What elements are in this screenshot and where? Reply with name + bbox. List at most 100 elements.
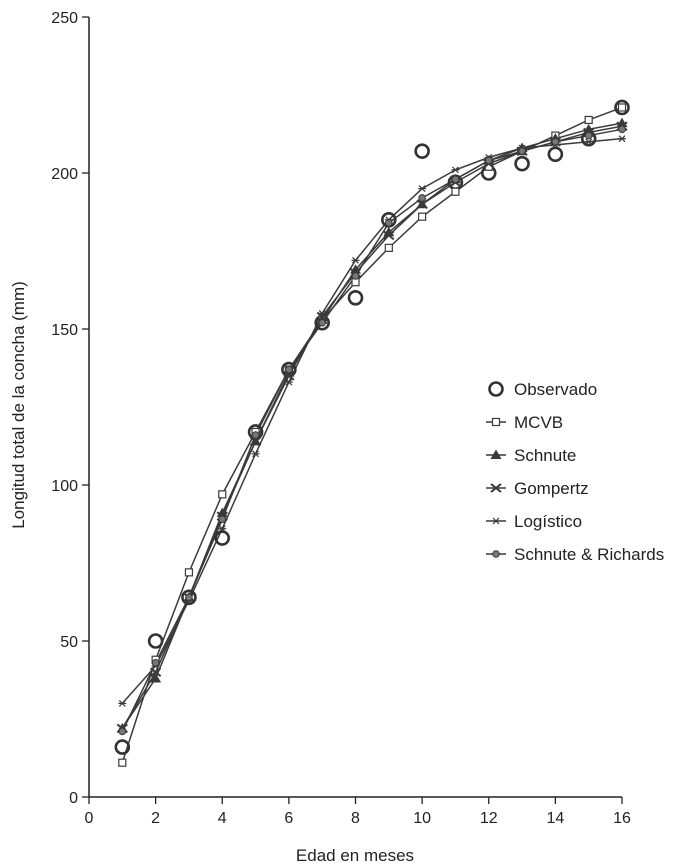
data-point-schnute bbox=[150, 672, 162, 683]
legend-label: Schnute & Richards bbox=[514, 545, 664, 564]
x-marker-stroke bbox=[490, 483, 502, 493]
data-point-schnute-richards bbox=[385, 219, 393, 227]
data-point-logistico bbox=[584, 138, 593, 146]
asterisk-stroke bbox=[285, 378, 293, 386]
data-point-schnute-richards bbox=[351, 272, 360, 280]
legend-label: Logístico bbox=[514, 512, 582, 531]
asterisk-stroke bbox=[618, 135, 626, 143]
data-point-observado bbox=[214, 530, 231, 546]
x-marker-stroke bbox=[249, 436, 262, 447]
y-tick-label: 150 bbox=[51, 322, 78, 339]
data-point-observado bbox=[147, 633, 164, 649]
data-point-schnute-richards bbox=[185, 593, 193, 602]
legend-swatch-marker bbox=[491, 417, 501, 427]
legend-swatch-marker bbox=[488, 381, 504, 397]
series-points-mcvb bbox=[118, 103, 627, 767]
legend-swatch-marker bbox=[492, 517, 500, 525]
data-point-logistico bbox=[418, 185, 427, 193]
data-point-schnute-richards bbox=[418, 194, 426, 202]
asterisk-stroke bbox=[492, 517, 500, 525]
data-point-mcvb bbox=[584, 115, 593, 125]
data-point-gompertz bbox=[416, 199, 428, 209]
legend-label: Schnute bbox=[514, 446, 576, 465]
legend-label: Gompertz bbox=[514, 479, 589, 498]
data-point-observado bbox=[114, 739, 131, 755]
legend: Observado MCVB Schnute Gompertz Logístico Sch… bbox=[486, 380, 664, 564]
data-point-logistico bbox=[118, 699, 127, 707]
data-point-schnute-richards bbox=[551, 138, 560, 146]
data-point-schnute-richards bbox=[451, 175, 460, 184]
x-tick-label: 0 bbox=[85, 810, 94, 827]
x-marker-stroke bbox=[150, 667, 162, 677]
x-tick-label: 14 bbox=[546, 810, 564, 827]
y-tick-label: 50 bbox=[60, 634, 78, 651]
data-point-mcvb bbox=[184, 568, 194, 577]
y-tick-label: 0 bbox=[69, 790, 78, 807]
data-point-logistico bbox=[284, 378, 293, 386]
series-line-schnute-richards bbox=[121, 128, 623, 732]
x-marker-stroke bbox=[283, 371, 295, 381]
legend-item-schnute: Schnute bbox=[486, 446, 576, 465]
data-point-logistico bbox=[318, 309, 327, 317]
data-point-observado bbox=[514, 155, 530, 172]
data-point-mcvb bbox=[218, 490, 227, 499]
series-points-schnute-richards bbox=[118, 125, 626, 736]
data-point-schnute-richards bbox=[151, 659, 160, 667]
asterisk-stroke bbox=[352, 256, 359, 264]
x-tick-label: 6 bbox=[284, 810, 293, 827]
data-point-mcvb bbox=[617, 103, 627, 112]
x-tick-label: 10 bbox=[413, 810, 431, 827]
data-point-observado bbox=[181, 589, 197, 606]
data-point-logistico bbox=[451, 166, 460, 174]
data-point-logistico bbox=[218, 525, 227, 533]
x-ticks: 0 2 4 6 8 10 12 14 16 bbox=[85, 797, 631, 827]
x-tick-label: 12 bbox=[480, 810, 498, 827]
legend-swatch-marker bbox=[490, 483, 502, 493]
data-point-logistico bbox=[251, 450, 260, 458]
data-point-schnute-richards bbox=[484, 156, 493, 165]
x-axis-title: Edad en meses bbox=[296, 846, 414, 865]
data-point-logistico bbox=[618, 135, 626, 143]
data-point-gompertz bbox=[249, 436, 262, 447]
asterisk-stroke bbox=[318, 309, 326, 317]
asterisk-stroke bbox=[418, 185, 426, 193]
x-tick-label: 4 bbox=[218, 810, 227, 827]
data-point-observado bbox=[547, 146, 564, 163]
legend-label: MCVB bbox=[514, 413, 563, 432]
asterisk-stroke bbox=[118, 699, 126, 707]
x-tick-label: 8 bbox=[351, 810, 360, 827]
data-point-schnute-richards bbox=[584, 131, 593, 140]
legend-item-schnute-richards: Schnute & Richards bbox=[486, 545, 664, 564]
data-point-mcvb bbox=[384, 243, 393, 252]
x-marker-stroke bbox=[383, 230, 395, 241]
data-point-observado bbox=[614, 99, 630, 116]
legend-swatch-marker bbox=[492, 550, 500, 558]
x-marker-stroke bbox=[416, 199, 428, 209]
legend-item-mcvb: MCVB bbox=[486, 413, 563, 432]
y-tick-label: 200 bbox=[51, 166, 78, 183]
legend-item-gompertz: Gompertz bbox=[486, 479, 589, 498]
data-point-schnute-richards bbox=[118, 727, 127, 736]
legend-swatch-marker bbox=[490, 449, 502, 459]
data-point-schnute-richards bbox=[518, 147, 526, 155]
data-point-mcvb bbox=[118, 758, 127, 767]
y-tick-label: 100 bbox=[51, 478, 78, 495]
legend-item-observado: Observado bbox=[488, 380, 597, 399]
data-point-mcvb bbox=[451, 187, 460, 196]
y-tick-label: 250 bbox=[51, 10, 78, 27]
y-ticks: 0 50 100 150 200 250 bbox=[51, 10, 89, 807]
asterisk-stroke bbox=[218, 525, 226, 533]
data-point-mcvb bbox=[418, 212, 427, 221]
asterisk-stroke bbox=[585, 138, 593, 146]
asterisk-stroke bbox=[252, 450, 259, 458]
data-point-observado bbox=[414, 143, 430, 159]
data-point-schnute-richards bbox=[618, 125, 626, 134]
data-point-observado bbox=[347, 289, 364, 306]
data-point-schnute-richards bbox=[218, 515, 227, 524]
data-point-logistico bbox=[351, 256, 360, 264]
asterisk-stroke bbox=[452, 166, 459, 174]
x-tick-label: 16 bbox=[613, 810, 631, 827]
x-tick-label: 2 bbox=[151, 810, 160, 827]
data-point-schnute-richards bbox=[318, 318, 326, 327]
